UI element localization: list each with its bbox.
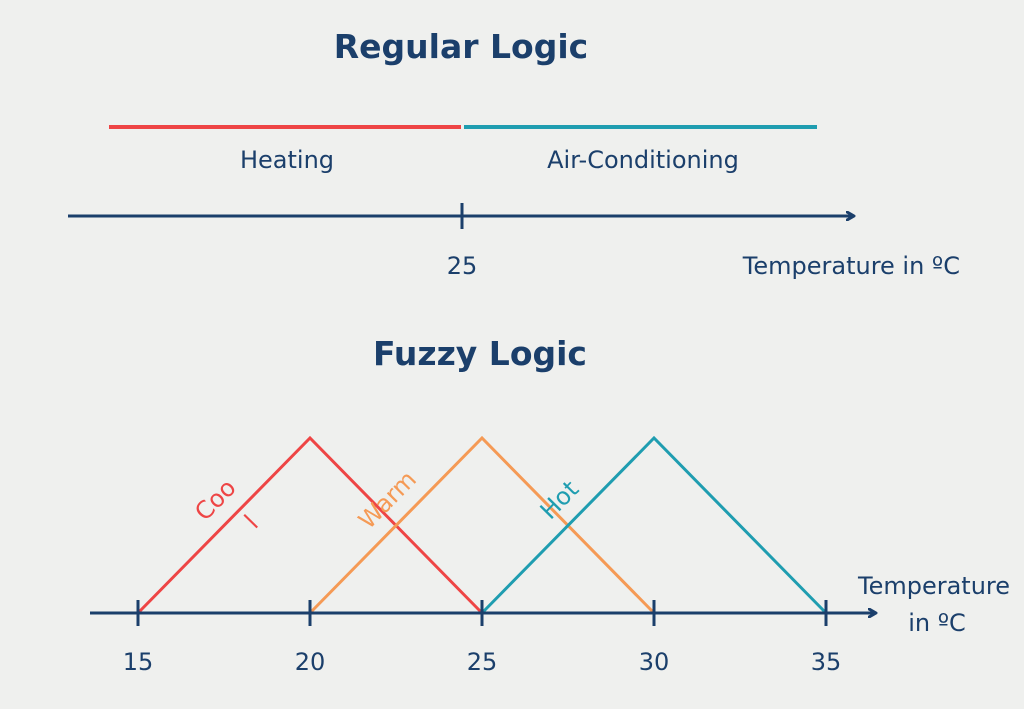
- fuzzy-tick-label-20: 20: [295, 648, 326, 676]
- regular-logic-title: Regular Logic: [334, 27, 588, 66]
- regular-axis-label: Temperature in ºC: [742, 252, 960, 280]
- fuzzy-axis-label-line2: in ºC: [908, 609, 966, 637]
- fuzzy-tick-label-15: 15: [123, 648, 154, 676]
- fuzzy-set-warm-triangle: [308, 435, 656, 615]
- fuzzy-set-label-coo-wrap: l: [239, 510, 264, 534]
- fuzzy-tick-label-30: 30: [639, 648, 670, 676]
- fuzzy-set-label-warm: Warm: [353, 465, 422, 534]
- regular-threshold-label: 25: [447, 252, 478, 280]
- fuzzy-set-label-coo: Coo: [189, 474, 241, 527]
- fuzzy-tick-label-35: 35: [811, 648, 842, 676]
- fuzzy-axis-label-line1: Temperature: [857, 572, 1010, 600]
- fuzzy-axis-ticks: 15 20 25 30 35: [123, 600, 842, 676]
- heating-label: Heating: [240, 146, 334, 174]
- fuzzy-set-hot-triangle: [480, 435, 828, 615]
- air-conditioning-label: Air-Conditioning: [547, 146, 739, 174]
- fuzzy-set-coo-triangle: [136, 435, 484, 615]
- fuzzy-tick-label-25: 25: [467, 648, 498, 676]
- fuzzy-logic-title: Fuzzy Logic: [373, 334, 587, 373]
